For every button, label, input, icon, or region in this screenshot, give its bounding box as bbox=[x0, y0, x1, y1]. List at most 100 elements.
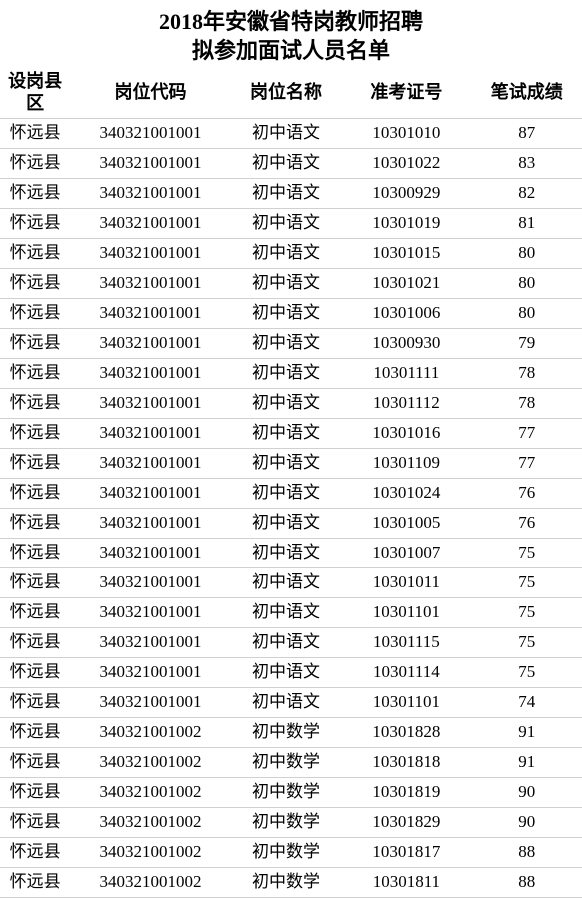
cell-exam_no: 10301115 bbox=[341, 628, 471, 658]
cell-position: 初中语文 bbox=[231, 628, 341, 658]
table-row: 怀远县340321001001初中语文1030110174 bbox=[0, 688, 582, 718]
cell-exam_no: 10301024 bbox=[341, 478, 471, 508]
cell-code: 340321001001 bbox=[70, 418, 231, 448]
cell-code: 340321001001 bbox=[70, 269, 231, 299]
cell-code: 340321001002 bbox=[70, 867, 231, 897]
cell-position: 初中语文 bbox=[231, 358, 341, 388]
cell-score: 76 bbox=[472, 508, 582, 538]
cell-code: 340321001001 bbox=[70, 658, 231, 688]
cell-exam_no: 10301819 bbox=[341, 778, 471, 808]
table-row: 怀远县340321001001初中语文1030110175 bbox=[0, 598, 582, 628]
cell-position: 初中语文 bbox=[231, 179, 341, 209]
cell-score: 79 bbox=[472, 328, 582, 358]
cell-score: 91 bbox=[472, 718, 582, 748]
cell-score: 82 bbox=[472, 179, 582, 209]
table-row: 怀远县340321001002初中数学1030181990 bbox=[0, 778, 582, 808]
cell-position: 初中语文 bbox=[231, 448, 341, 478]
cell-score: 77 bbox=[472, 448, 582, 478]
cell-score: 75 bbox=[472, 658, 582, 688]
table-header-row: 设岗县区 岗位代码 岗位名称 准考证号 笔试成绩 bbox=[0, 67, 582, 119]
table-row: 怀远县340321001002初中数学1030182990 bbox=[0, 807, 582, 837]
cell-exam_no: 10301818 bbox=[341, 748, 471, 778]
table-row: 怀远县340321001001初中语文1030110977 bbox=[0, 448, 582, 478]
cell-position: 初中语文 bbox=[231, 658, 341, 688]
col-header-county: 设岗县区 bbox=[0, 67, 70, 119]
cell-position: 初中数学 bbox=[231, 837, 341, 867]
cell-exam_no: 10301007 bbox=[341, 538, 471, 568]
cell-score: 78 bbox=[472, 358, 582, 388]
cell-score: 80 bbox=[472, 299, 582, 329]
cell-code: 340321001001 bbox=[70, 299, 231, 329]
cell-position: 初中语文 bbox=[231, 209, 341, 239]
table-row: 怀远县340321001001初中语文1030102476 bbox=[0, 478, 582, 508]
cell-exam_no: 10300929 bbox=[341, 179, 471, 209]
title-line-1: 2018年安徽省特岗教师招聘 bbox=[0, 8, 582, 37]
cell-county: 怀远县 bbox=[0, 718, 70, 748]
cell-county: 怀远县 bbox=[0, 538, 70, 568]
cell-position: 初中语文 bbox=[231, 299, 341, 329]
table-row: 怀远县340321001001初中语文1030101677 bbox=[0, 418, 582, 448]
cell-county: 怀远县 bbox=[0, 748, 70, 778]
cell-code: 340321001001 bbox=[70, 628, 231, 658]
cell-code: 340321001002 bbox=[70, 748, 231, 778]
cell-county: 怀远县 bbox=[0, 179, 70, 209]
cell-county: 怀远县 bbox=[0, 209, 70, 239]
cell-county: 怀远县 bbox=[0, 478, 70, 508]
cell-county: 怀远县 bbox=[0, 358, 70, 388]
title-line-2: 拟参加面试人员名单 bbox=[0, 37, 582, 66]
table-row: 怀远县340321001001初中语文1030101981 bbox=[0, 209, 582, 239]
cell-position: 初中语文 bbox=[231, 239, 341, 269]
table-row: 怀远县340321001001初中语文1030111475 bbox=[0, 658, 582, 688]
cell-code: 340321001001 bbox=[70, 209, 231, 239]
cell-code: 340321001001 bbox=[70, 598, 231, 628]
cell-position: 初中语文 bbox=[231, 508, 341, 538]
cell-county: 怀远县 bbox=[0, 149, 70, 179]
cell-score: 77 bbox=[472, 418, 582, 448]
cell-score: 76 bbox=[472, 478, 582, 508]
cell-code: 340321001002 bbox=[70, 837, 231, 867]
cell-exam_no: 10301015 bbox=[341, 239, 471, 269]
cell-exam_no: 10300930 bbox=[341, 328, 471, 358]
cell-county: 怀远县 bbox=[0, 658, 70, 688]
cell-county: 怀远县 bbox=[0, 119, 70, 149]
cell-position: 初中语文 bbox=[231, 149, 341, 179]
cell-exam_no: 10301010 bbox=[341, 119, 471, 149]
cell-code: 340321001002 bbox=[70, 718, 231, 748]
cell-score: 74 bbox=[472, 688, 582, 718]
cell-position: 初中语文 bbox=[231, 478, 341, 508]
cell-county: 怀远县 bbox=[0, 837, 70, 867]
cell-position: 初中语文 bbox=[231, 598, 341, 628]
cell-code: 340321001001 bbox=[70, 239, 231, 269]
cell-county: 怀远县 bbox=[0, 299, 70, 329]
cell-code: 340321001001 bbox=[70, 688, 231, 718]
cell-exam_no: 10301114 bbox=[341, 658, 471, 688]
cell-county: 怀远县 bbox=[0, 418, 70, 448]
cell-county: 怀远县 bbox=[0, 628, 70, 658]
cell-score: 91 bbox=[472, 748, 582, 778]
col-header-code: 岗位代码 bbox=[70, 67, 231, 119]
document-title: 2018年安徽省特岗教师招聘 拟参加面试人员名单 bbox=[0, 0, 582, 67]
table-row: 怀远县340321001001初中语文1030111575 bbox=[0, 628, 582, 658]
cell-score: 75 bbox=[472, 628, 582, 658]
cell-position: 初中数学 bbox=[231, 807, 341, 837]
cell-position: 初中语文 bbox=[231, 418, 341, 448]
cell-exam_no: 10301101 bbox=[341, 688, 471, 718]
table-row: 怀远县340321001001初中语文1030111178 bbox=[0, 358, 582, 388]
table-row: 怀远县340321001001初中语文1030101175 bbox=[0, 568, 582, 598]
candidates-table: 设岗县区 岗位代码 岗位名称 准考证号 笔试成绩 怀远县340321001001… bbox=[0, 67, 582, 898]
col-header-score: 笔试成绩 bbox=[472, 67, 582, 119]
cell-county: 怀远县 bbox=[0, 688, 70, 718]
cell-score: 75 bbox=[472, 568, 582, 598]
cell-score: 81 bbox=[472, 209, 582, 239]
table-row: 怀远县340321001001初中语文1030093079 bbox=[0, 328, 582, 358]
cell-position: 初中语文 bbox=[231, 568, 341, 598]
cell-score: 87 bbox=[472, 119, 582, 149]
cell-exam_no: 10301109 bbox=[341, 448, 471, 478]
table-row: 怀远县340321001001初中语文1030101087 bbox=[0, 119, 582, 149]
cell-county: 怀远县 bbox=[0, 508, 70, 538]
cell-exam_no: 10301016 bbox=[341, 418, 471, 448]
cell-code: 340321001001 bbox=[70, 328, 231, 358]
table-row: 怀远县340321001001初中语文1030102180 bbox=[0, 269, 582, 299]
table-row: 怀远县340321001001初中语文1030101580 bbox=[0, 239, 582, 269]
cell-exam_no: 10301019 bbox=[341, 209, 471, 239]
